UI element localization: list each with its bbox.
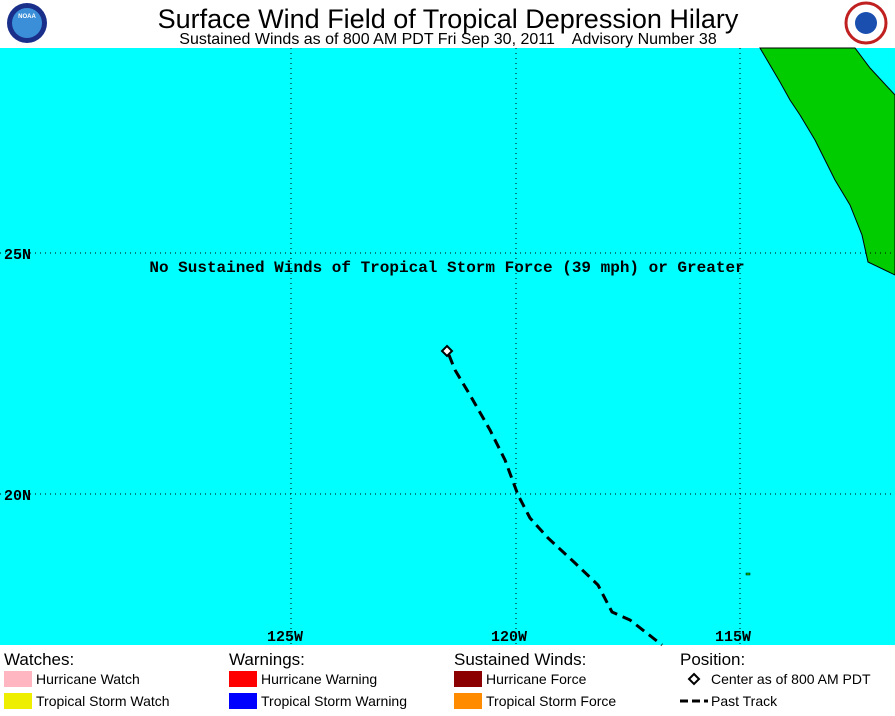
legend-item: Past Track xyxy=(711,693,778,709)
swatch xyxy=(229,671,257,687)
swatch xyxy=(4,693,32,709)
legend-item: Center as of 800 AM PDT xyxy=(711,671,871,687)
legend-heading: Position: xyxy=(680,650,745,669)
lon-label: 125W xyxy=(267,629,303,646)
land xyxy=(759,47,895,276)
swatch xyxy=(229,693,257,709)
title: Surface Wind Field of Tropical Depressio… xyxy=(158,4,739,34)
legend-item: Hurricane Force xyxy=(486,671,587,687)
island xyxy=(745,572,751,576)
nws-logo-inner xyxy=(855,12,877,34)
legend-item: Tropical Storm Force xyxy=(486,693,616,709)
lon-label: 115W xyxy=(715,629,751,646)
lat-label: 20N xyxy=(4,488,31,505)
legend-item: Tropical Storm Warning xyxy=(261,693,407,709)
legend-item: Hurricane Watch xyxy=(36,671,140,687)
legend-heading: Sustained Winds: xyxy=(454,650,586,669)
logo-text: NOAA xyxy=(18,14,36,20)
graticule xyxy=(0,48,895,645)
swatch xyxy=(4,671,32,687)
swatch xyxy=(454,693,482,709)
swatch xyxy=(454,671,482,687)
center-symbol xyxy=(687,672,701,686)
lat-label: 25N xyxy=(4,247,31,264)
legend-item: Tropical Storm Watch xyxy=(36,693,170,709)
legend-item: Hurricane Warning xyxy=(261,671,377,687)
storm-center xyxy=(440,344,454,358)
map-note: No Sustained Winds of Tropical Storm For… xyxy=(149,259,744,277)
subtitle: Sustained Winds as of 800 AM PDT Fri Sep… xyxy=(179,31,717,48)
lon-label: 120W xyxy=(491,629,527,646)
legend-heading: Warnings: xyxy=(229,650,305,669)
noaa-logo-inner xyxy=(12,8,42,38)
legend-heading: Watches: xyxy=(4,650,74,669)
legend: Watches: Hurricane Watch Tropical Storm … xyxy=(4,650,871,709)
past-track xyxy=(447,354,663,647)
